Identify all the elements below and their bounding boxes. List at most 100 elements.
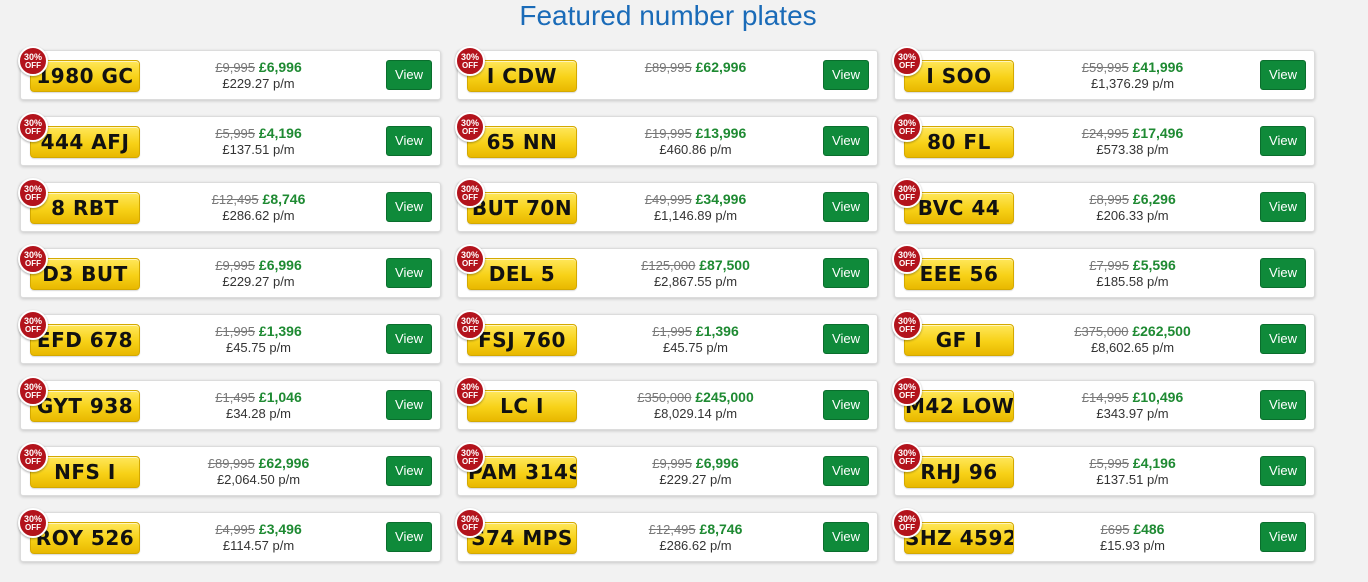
view-button[interactable]: View: [386, 324, 432, 354]
sale-price: £6,996: [695, 455, 739, 471]
discount-percent: 30%: [460, 250, 479, 260]
sale-price: £1,046: [258, 389, 302, 405]
view-button[interactable]: View: [386, 258, 432, 288]
view-button[interactable]: View: [823, 522, 869, 552]
plate-card[interactable]: 30% OFF M42 LOW £14,995 £10,496 £343.97 p/m V…: [892, 376, 1315, 430]
plate-card[interactable]: 30% OFF D3 BUT £9,995 £6,996 £229.27 p/m View: [18, 244, 441, 298]
view-button[interactable]: View: [823, 324, 869, 354]
view-button[interactable]: View: [386, 126, 432, 156]
view-button[interactable]: View: [1260, 390, 1306, 420]
plate-registration[interactable]: I SOO: [904, 60, 1014, 92]
plate-card[interactable]: 30% OFF SHZ 4592 £695 £486 £15.93 p/m View: [892, 508, 1315, 562]
plate-registration[interactable]: ROY 526: [30, 522, 140, 554]
price-line: £12,495 £8,746: [608, 521, 783, 538]
discount-percent: 30%: [460, 184, 479, 194]
view-button[interactable]: View: [386, 522, 432, 552]
plate-registration[interactable]: BUT 70N: [467, 192, 577, 224]
plate-registration[interactable]: RHJ 96: [904, 456, 1014, 488]
plate-card[interactable]: 30% OFF ROY 526 £4,995 £3,496 £114.57 p/m Vie…: [18, 508, 441, 562]
discount-percent: 30%: [460, 514, 479, 524]
monthly-price: £229.27 p/m: [222, 76, 295, 91]
discount-badge: 30% OFF: [18, 376, 48, 406]
plate-registration[interactable]: S74 MPS: [467, 522, 577, 554]
plate-card[interactable]: 30% OFF NFS I £89,995 £62,996 £2,064.50 p/m V…: [18, 442, 441, 496]
plate-card[interactable]: 30% OFF GYT 938 £1,495 £1,046 £34.28 p/m View: [18, 376, 441, 430]
discount-off-label: OFF: [462, 193, 478, 202]
view-button[interactable]: View: [1260, 456, 1306, 486]
plate-card[interactable]: 30% OFF LC I £350,000 £245,000 £8,029.14 p/m…: [455, 376, 878, 430]
monthly-price: £460.86 p/m: [659, 142, 732, 157]
old-price: £49,995: [644, 192, 692, 207]
plate-registration[interactable]: 8 RBT: [30, 192, 140, 224]
plate-card[interactable]: 30% OFF 1980 GC £9,995 £6,996 £229.27 p/m Vie…: [18, 46, 441, 100]
plate-registration[interactable]: M42 LOW: [904, 390, 1014, 422]
plate-registration[interactable]: EFD 678: [30, 324, 140, 356]
plate-card[interactable]: 30% OFF 444 AFJ £5,995 £4,196 £137.51 p/m Vie…: [18, 112, 441, 166]
discount-badge: 30% OFF: [455, 178, 485, 208]
view-button[interactable]: View: [386, 60, 432, 90]
plate-registration[interactable]: 65 NN: [467, 126, 577, 158]
discount-off-label: OFF: [899, 259, 915, 268]
old-price: £4,995: [215, 522, 256, 537]
view-button[interactable]: View: [823, 60, 869, 90]
view-button[interactable]: View: [1260, 60, 1306, 90]
plate-registration[interactable]: 1980 GC: [30, 60, 140, 92]
plate-card[interactable]: 30% OFF EFD 678 £1,995 £1,396 £45.75 p/m View: [18, 310, 441, 364]
old-price: £9,995: [215, 258, 256, 273]
discount-badge: 30% OFF: [455, 376, 485, 406]
monthly-price: £573.38 p/m: [1096, 142, 1169, 157]
plate-registration[interactable]: PAM 314S: [467, 456, 577, 488]
plate-card[interactable]: 30% OFF BUT 70N £49,995 £34,996 £1,146.89 p/…: [455, 178, 878, 232]
old-price: £1,995: [215, 324, 256, 339]
view-button[interactable]: View: [386, 192, 432, 222]
plate-card[interactable]: 30% OFF DEL 5 £125,000 £87,500 £2,867.55 p/m…: [455, 244, 878, 298]
plate-card[interactable]: 30% OFF 8 RBT £12,495 £8,746 £286.62 p/m View: [18, 178, 441, 232]
plate-card[interactable]: 30% OFF BVC 44 £8,995 £6,296 £206.33 p/m View: [892, 178, 1315, 232]
price-line: £59,995 £41,996: [1045, 59, 1220, 76]
plate-registration[interactable]: 444 AFJ: [30, 126, 140, 158]
price-line: £14,995 £10,496: [1045, 389, 1220, 406]
view-button[interactable]: View: [1260, 126, 1306, 156]
plate-registration[interactable]: GYT 938: [30, 390, 140, 422]
discount-percent: 30%: [897, 250, 916, 260]
plate-registration[interactable]: D3 BUT: [30, 258, 140, 290]
plate-card[interactable]: 30% OFF EEE 56 £7,995 £5,596 £185.58 p/m View: [892, 244, 1315, 298]
view-button[interactable]: View: [1260, 324, 1306, 354]
view-button[interactable]: View: [823, 192, 869, 222]
plate-registration[interactable]: FSJ 760: [467, 324, 577, 356]
plate-card[interactable]: 30% OFF 80 FL £24,995 £17,496 £573.38 p/m Vie…: [892, 112, 1315, 166]
plate-card[interactable]: 30% OFF I SOO £59,995 £41,996 £1,376.29 p/m V…: [892, 46, 1315, 100]
plate-registration[interactable]: I CDW: [467, 60, 577, 92]
plate-registration[interactable]: GF I: [904, 324, 1014, 356]
plate-card[interactable]: 30% OFF FSJ 760 £1,995 £1,396 £45.75 p/m View: [455, 310, 878, 364]
plate-registration[interactable]: DEL 5: [467, 258, 577, 290]
old-price: £89,995: [644, 60, 692, 75]
plate-registration[interactable]: SHZ 4592: [904, 522, 1014, 554]
discount-off-label: OFF: [25, 325, 41, 334]
plate-card[interactable]: 30% OFF RHJ 96 £5,995 £4,196 £137.51 p/m View: [892, 442, 1315, 496]
plate-card[interactable]: 30% OFF I CDW £89,995 £62,996 View: [455, 46, 878, 100]
plate-registration[interactable]: EEE 56: [904, 258, 1014, 290]
view-button[interactable]: View: [823, 258, 869, 288]
price-line: £4,995 £3,496: [171, 521, 346, 538]
plate-card[interactable]: 30% OFF S74 MPS £12,495 £8,746 £286.62 p/m Vi…: [455, 508, 878, 562]
plate-registration[interactable]: LC I: [467, 390, 577, 422]
plate-card[interactable]: 30% OFF PAM 314S £9,995 £6,996 £229.27 p/m Vi…: [455, 442, 878, 496]
view-button[interactable]: View: [386, 390, 432, 420]
old-price: £89,995: [207, 456, 255, 471]
view-button[interactable]: View: [1260, 522, 1306, 552]
plate-registration[interactable]: 80 FL: [904, 126, 1014, 158]
view-button[interactable]: View: [1260, 258, 1306, 288]
discount-percent: 30%: [23, 514, 42, 524]
view-button[interactable]: View: [823, 126, 869, 156]
sale-price: £5,596: [1132, 257, 1176, 273]
view-button[interactable]: View: [1260, 192, 1306, 222]
discount-off-label: OFF: [899, 391, 915, 400]
plate-card[interactable]: 30% OFF GF I £375,000 £262,500 £8,602.65 p/m…: [892, 310, 1315, 364]
plate-registration[interactable]: BVC 44: [904, 192, 1014, 224]
view-button[interactable]: View: [823, 456, 869, 486]
plate-registration[interactable]: NFS I: [30, 456, 140, 488]
view-button[interactable]: View: [823, 390, 869, 420]
view-button[interactable]: View: [386, 456, 432, 486]
plate-card[interactable]: 30% OFF 65 NN £19,995 £13,996 £460.86 p/m Vie…: [455, 112, 878, 166]
